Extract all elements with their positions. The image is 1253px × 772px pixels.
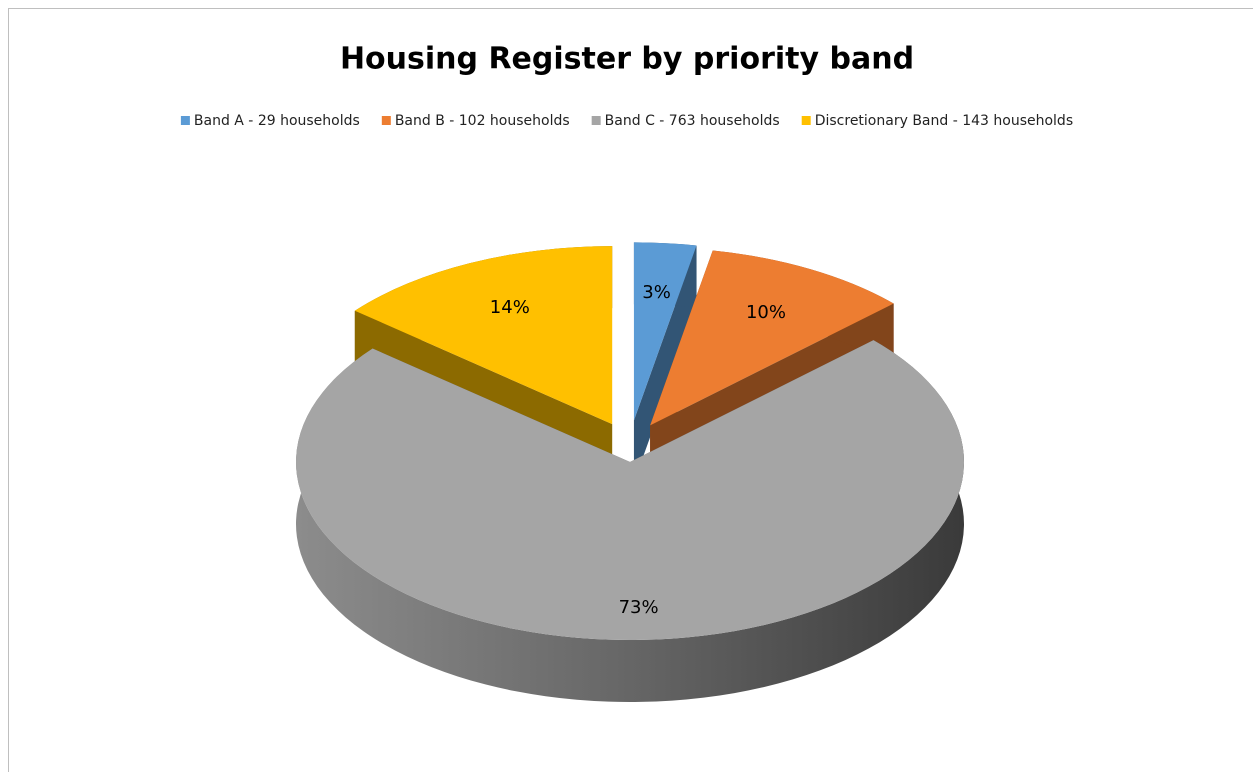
pie: 3% 10% 73% 14% (296, 242, 965, 702)
legend-label: Band C - 763 households (605, 113, 780, 129)
legend-swatch (801, 116, 811, 125)
legend-label: Band B - 102 households (395, 113, 570, 129)
legend-swatch (591, 116, 601, 125)
slice-label: 10% (746, 302, 786, 323)
legend-label: Discretionary Band - 143 households (815, 113, 1073, 129)
slice (650, 250, 894, 426)
legend-swatch (180, 116, 190, 125)
legend-swatch (381, 116, 391, 125)
legend-label: Band A - 29 households (194, 113, 360, 129)
slice (354, 246, 613, 425)
chart-border (8, 8, 1253, 772)
slice-label: 3% (642, 282, 671, 303)
slice-label: 73% (619, 597, 659, 618)
slice-label: 14% (490, 297, 530, 318)
slice (633, 242, 697, 421)
chart-title: Housing Register by priority band (340, 42, 914, 77)
legend: Band A - 29 households Band B - 102 house… (180, 113, 1073, 129)
slice (296, 340, 965, 641)
